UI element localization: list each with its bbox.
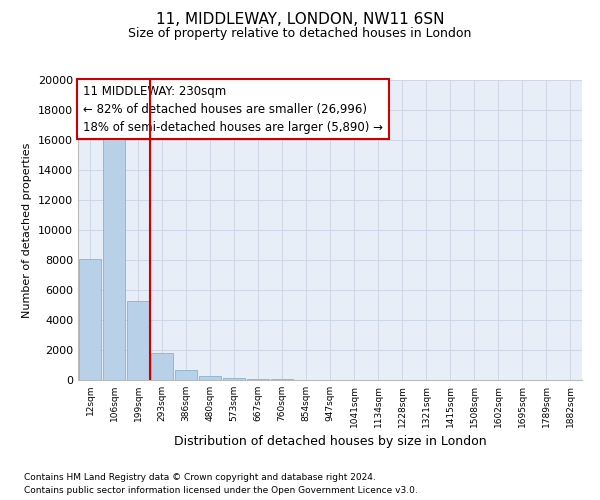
Bar	[271, 378, 293, 380]
Bar	[199, 376, 221, 380]
Bar	[247, 378, 269, 380]
Text: 11, MIDDLEWAY, LONDON, NW11 6SN: 11, MIDDLEWAY, LONDON, NW11 6SN	[156, 12, 444, 28]
Text: Contains HM Land Registry data © Crown copyright and database right 2024.: Contains HM Land Registry data © Crown c…	[24, 472, 376, 482]
Bar	[223, 378, 245, 380]
Text: Contains public sector information licensed under the Open Government Licence v3: Contains public sector information licen…	[24, 486, 418, 495]
Bar	[127, 300, 149, 380]
Y-axis label: Number of detached properties: Number of detached properties	[22, 142, 32, 318]
Bar	[79, 258, 101, 380]
Text: 11 MIDDLEWAY: 230sqm
← 82% of detached houses are smaller (26,996)
18% of semi-d: 11 MIDDLEWAY: 230sqm ← 82% of detached h…	[83, 84, 383, 134]
Bar	[151, 353, 173, 380]
Bar	[175, 370, 197, 380]
Text: Size of property relative to detached houses in London: Size of property relative to detached ho…	[128, 28, 472, 40]
X-axis label: Distribution of detached houses by size in London: Distribution of detached houses by size …	[173, 436, 487, 448]
Bar	[103, 132, 125, 380]
